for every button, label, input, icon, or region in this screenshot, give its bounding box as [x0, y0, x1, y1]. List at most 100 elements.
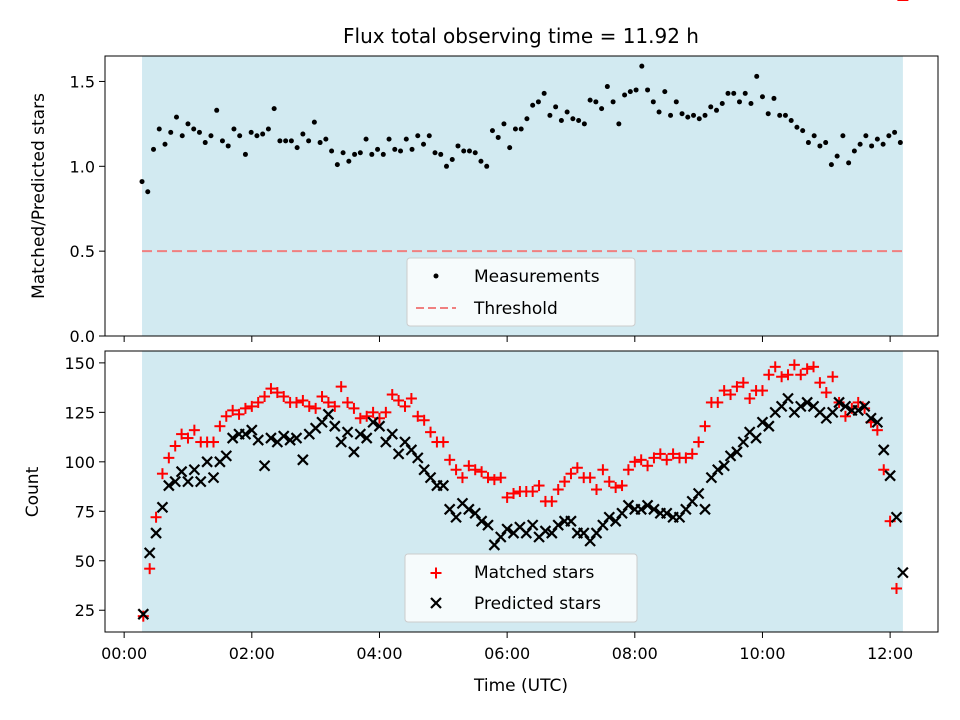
- matched-point: [482, 472, 494, 484]
- matched-point: [150, 511, 162, 523]
- cross-stroke: [724, 450, 737, 462]
- measurement-point: [398, 148, 404, 154]
- measurement-point: [782, 112, 788, 118]
- x-tick-label: 04:00: [356, 644, 402, 663]
- predicted-point: [622, 499, 635, 512]
- cross-stroke: [526, 519, 539, 531]
- cross-stroke: [807, 400, 820, 413]
- cross-stroke: [373, 420, 386, 432]
- measurement-point: [696, 116, 702, 122]
- matched-point: [297, 394, 309, 406]
- cross-stroke: [897, 566, 909, 579]
- matched-point: [182, 432, 194, 444]
- measurement-point: [179, 133, 185, 139]
- cross-stroke: [348, 446, 360, 458]
- cross-stroke: [865, 412, 877, 425]
- matched-point: [412, 410, 424, 422]
- measurement-point: [294, 145, 300, 151]
- cross-stroke: [660, 507, 673, 520]
- predicted-point: [220, 450, 233, 462]
- predicted-point: [826, 406, 839, 419]
- measurement-point: [673, 99, 679, 105]
- measurement-point: [627, 89, 633, 95]
- cross-stroke: [782, 392, 794, 405]
- matched-point: [808, 361, 820, 373]
- matched-point: [137, 610, 149, 622]
- y-tick-label: 0.5: [70, 242, 95, 261]
- measurement-point: [805, 140, 811, 146]
- predicted-point: [794, 400, 807, 413]
- predicted-point: [692, 487, 705, 500]
- cross-stroke: [692, 487, 705, 500]
- cross-stroke: [399, 436, 411, 448]
- measurement-point: [156, 126, 162, 132]
- matched-point: [144, 563, 156, 575]
- predicted-point: [201, 456, 213, 468]
- predicted-point: [246, 424, 258, 436]
- cross-stroke: [641, 499, 654, 512]
- cross-stroke: [163, 479, 175, 492]
- measurement-point: [219, 138, 225, 144]
- matched-point: [610, 482, 622, 494]
- matched-point: [176, 428, 188, 440]
- measurement-point: [139, 179, 145, 185]
- predicted-point: [501, 523, 513, 535]
- cross-stroke: [475, 515, 488, 527]
- cross-stroke: [386, 428, 399, 440]
- measurement-point: [421, 141, 427, 147]
- measurement-point: [863, 133, 869, 139]
- matched-point: [642, 460, 654, 472]
- legend-measurements-label: Measurements: [474, 267, 600, 287]
- matched-point: [208, 436, 220, 448]
- measurement-point: [317, 140, 323, 146]
- cross-stroke: [750, 432, 762, 444]
- matched-point: [469, 464, 481, 476]
- cross-stroke: [603, 511, 616, 524]
- matched-point: [769, 361, 781, 373]
- measurement-point: [828, 162, 834, 168]
- matched-point: [533, 480, 545, 492]
- predicted-point: [207, 471, 220, 484]
- predicted-point: [411, 452, 424, 464]
- matched-point: [565, 468, 577, 480]
- measurement-point: [173, 114, 179, 120]
- y-tick-label: 1.5: [70, 72, 95, 91]
- cross-stroke: [469, 507, 482, 520]
- measurement-point: [604, 84, 610, 90]
- measurement-point: [541, 90, 547, 96]
- measurement-point: [874, 136, 880, 142]
- predicted-point: [329, 420, 341, 432]
- cross-stroke: [871, 416, 884, 429]
- predicted-point: [367, 416, 379, 429]
- matched-point: [169, 440, 181, 452]
- matched-point: [693, 436, 705, 448]
- predicted-point: [526, 519, 539, 531]
- cross-stroke: [169, 475, 181, 488]
- matched-point: [839, 410, 851, 422]
- cross-stroke: [156, 501, 169, 514]
- measurement-point: [168, 129, 174, 135]
- x-tick-label: 10:00: [739, 644, 785, 663]
- matched-point: [686, 448, 698, 460]
- measurement-point: [547, 112, 553, 118]
- cross-stroke: [297, 454, 309, 466]
- matched-point: [827, 371, 839, 383]
- matched-point: [571, 462, 583, 474]
- predicted-point: [354, 428, 367, 440]
- cross-stroke: [239, 428, 252, 440]
- matched-point: [801, 363, 813, 375]
- measurement-point: [409, 146, 415, 152]
- measurement-point: [530, 102, 536, 108]
- matched-point: [591, 484, 603, 496]
- measurement-point: [576, 117, 582, 123]
- predicted-point: [737, 436, 750, 448]
- cross-stroke: [877, 444, 890, 456]
- predicted-point: [265, 432, 277, 444]
- measurements-series: [139, 63, 903, 195]
- matched-point: [290, 396, 302, 408]
- matched-series: [137, 0, 909, 622]
- measurement-point: [748, 101, 754, 107]
- cross-stroke: [839, 400, 852, 413]
- y-tick-label: 150: [64, 354, 95, 373]
- cross-stroke: [718, 459, 730, 472]
